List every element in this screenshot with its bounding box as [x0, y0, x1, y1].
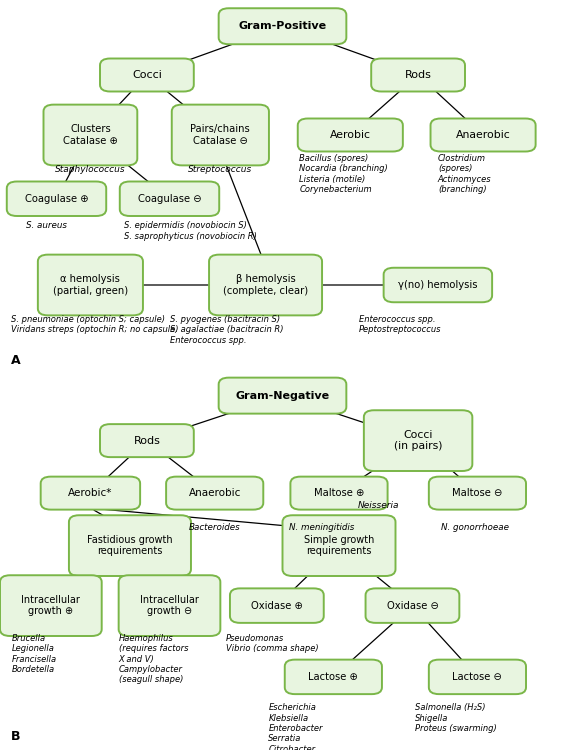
Text: Simple growth
requirements: Simple growth requirements: [304, 535, 374, 556]
FancyBboxPatch shape: [429, 660, 526, 694]
Text: Haemophilus
(requires factors
X and V)
Campylobacter
(seagull shape): Haemophilus (requires factors X and V) C…: [119, 634, 188, 684]
FancyBboxPatch shape: [100, 58, 194, 92]
Text: γ(no) hemolysis: γ(no) hemolysis: [398, 280, 477, 290]
FancyBboxPatch shape: [209, 255, 322, 315]
Text: Lactose ⊖: Lactose ⊖: [453, 672, 502, 682]
FancyBboxPatch shape: [298, 118, 403, 152]
Text: Pairs/chains
Catalase ⊖: Pairs/chains Catalase ⊖: [190, 124, 250, 146]
Text: Maltose ⊕: Maltose ⊕: [314, 488, 364, 498]
Text: Aerobic*: Aerobic*: [68, 488, 112, 498]
Text: Salmonella (H₂S)
Shigella
Proteus (swarming): Salmonella (H₂S) Shigella Proteus (swarm…: [415, 704, 497, 733]
Text: Gram-Positive: Gram-Positive: [238, 21, 327, 32]
Text: Neisseria: Neisseria: [358, 501, 399, 510]
Text: A: A: [11, 355, 21, 368]
Text: Enterococcus spp.
Peptostreptococcus: Enterococcus spp. Peptostreptococcus: [359, 315, 441, 334]
Text: Brucella
Legionella
Francisella
Bordetella: Brucella Legionella Francisella Bordetel…: [11, 634, 56, 674]
FancyBboxPatch shape: [371, 58, 465, 92]
Text: Rods: Rods: [133, 436, 160, 445]
Text: Clostridium
(spores)
Actinomyces
(branching): Clostridium (spores) Actinomyces (branch…: [438, 154, 492, 194]
FancyBboxPatch shape: [364, 410, 472, 471]
Text: Anaerobic: Anaerobic: [456, 130, 510, 140]
Text: Maltose ⊖: Maltose ⊖: [452, 488, 503, 498]
Text: N. meningitidis: N. meningitidis: [289, 524, 355, 532]
Text: Anaerobic: Anaerobic: [189, 488, 241, 498]
Text: Staphylococcus: Staphylococcus: [55, 165, 125, 174]
Text: Bacteroides: Bacteroides: [189, 524, 241, 532]
Text: S. pyogenes (bacitracin S)
S. agalactiae (bacitracin R)
Enterococcus spp.: S. pyogenes (bacitracin S) S. agalactiae…: [170, 315, 283, 345]
Text: Gram-Negative: Gram-Negative: [236, 391, 329, 400]
Text: Cocci: Cocci: [132, 70, 162, 80]
Text: N. gonorrhoeae: N. gonorrhoeae: [441, 524, 508, 532]
Text: Pseudomonas
Vibrio (comma shape): Pseudomonas Vibrio (comma shape): [226, 634, 319, 653]
Text: Streptococcus: Streptococcus: [188, 165, 253, 174]
FancyBboxPatch shape: [7, 182, 106, 216]
FancyBboxPatch shape: [100, 424, 194, 458]
FancyBboxPatch shape: [219, 378, 346, 414]
Text: Cocci
(in pairs): Cocci (in pairs): [394, 430, 442, 451]
FancyBboxPatch shape: [384, 268, 492, 302]
Text: Clusters
Catalase ⊕: Clusters Catalase ⊕: [63, 124, 118, 146]
Text: Escherichia
Klebsiella
Enterobacter
Serratia
Citrobacter: Escherichia Klebsiella Enterobacter Serr…: [268, 704, 323, 750]
Text: S. aureus: S. aureus: [27, 221, 67, 230]
FancyBboxPatch shape: [119, 575, 220, 636]
Text: Coagulase ⊕: Coagulase ⊕: [25, 194, 88, 204]
Text: B: B: [11, 730, 21, 742]
FancyBboxPatch shape: [120, 182, 219, 216]
Text: Fastidious growth
requirements: Fastidious growth requirements: [87, 535, 173, 556]
Text: Oxidase ⊖: Oxidase ⊖: [386, 601, 438, 610]
Text: Coagulase ⊖: Coagulase ⊖: [138, 194, 201, 204]
Text: S. pneumoniae (optochin S; capsule)
Viridans streps (optochin R; no capsule): S. pneumoniae (optochin S; capsule) Viri…: [11, 315, 179, 334]
FancyBboxPatch shape: [429, 477, 526, 510]
FancyBboxPatch shape: [69, 515, 191, 576]
FancyBboxPatch shape: [38, 255, 143, 315]
Text: Bacillus (spores)
Nocardia (branching)
Listeria (motile)
Corynebacterium: Bacillus (spores) Nocardia (branching) L…: [299, 154, 388, 194]
FancyBboxPatch shape: [172, 105, 269, 166]
Text: Intracellular
growth ⊕: Intracellular growth ⊕: [21, 595, 80, 616]
Text: β hemolysis
(complete, clear): β hemolysis (complete, clear): [223, 274, 308, 296]
FancyBboxPatch shape: [366, 589, 459, 622]
FancyBboxPatch shape: [282, 515, 396, 576]
Text: S. epidermidis (novobiocin S)
S. saprophyticus (novobiocin R): S. epidermidis (novobiocin S) S. saproph…: [124, 221, 257, 241]
Text: Rods: Rods: [405, 70, 432, 80]
FancyBboxPatch shape: [290, 477, 388, 510]
FancyBboxPatch shape: [285, 660, 382, 694]
Text: Lactose ⊕: Lactose ⊕: [308, 672, 358, 682]
FancyBboxPatch shape: [431, 118, 536, 152]
Text: α hemolysis
(partial, green): α hemolysis (partial, green): [53, 274, 128, 296]
FancyBboxPatch shape: [44, 105, 137, 166]
FancyBboxPatch shape: [219, 8, 346, 44]
Text: Aerobic: Aerobic: [330, 130, 371, 140]
Text: Oxidase ⊕: Oxidase ⊕: [251, 601, 303, 610]
Text: Intracellular
growth ⊖: Intracellular growth ⊖: [140, 595, 199, 616]
FancyBboxPatch shape: [41, 477, 140, 510]
FancyBboxPatch shape: [166, 477, 263, 510]
FancyBboxPatch shape: [230, 589, 324, 622]
FancyBboxPatch shape: [0, 575, 102, 636]
